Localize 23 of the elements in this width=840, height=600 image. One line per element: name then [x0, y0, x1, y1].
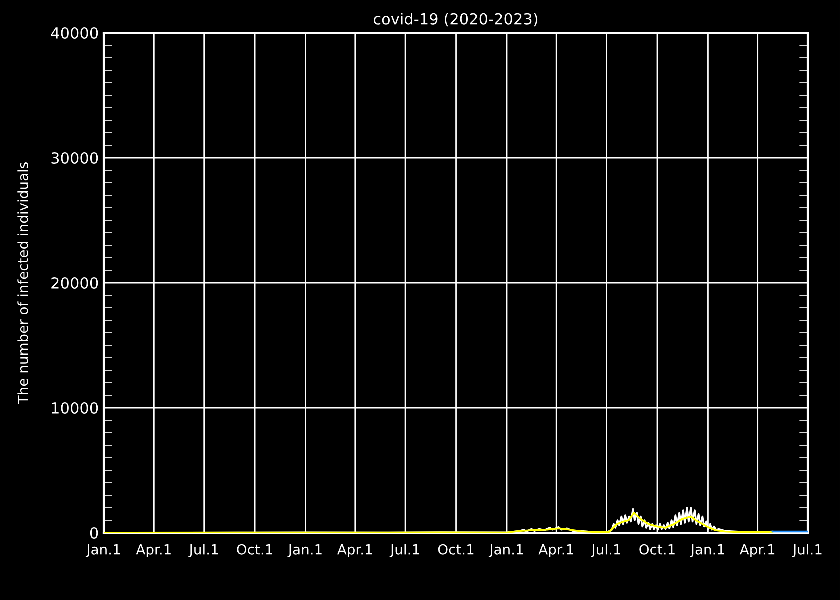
x-tick-label: Jan.1	[690, 544, 724, 558]
y-tick-label: 40000	[51, 27, 98, 40]
x-tick-label: Jul.1	[188, 544, 218, 558]
y-tick-label: 10000	[52, 402, 98, 414]
chart-title: covid-19 (2020-2023)	[374, 13, 538, 27]
x-tick-label: Jan.1	[288, 544, 322, 558]
x-tick-label: Jan.1	[86, 544, 120, 558]
x-tick-label: Jan.1	[488, 544, 524, 558]
x-tick-label: Oct.1	[438, 544, 474, 555]
y-tick-label: 30000	[52, 152, 98, 164]
x-tick-label: Jul.1	[591, 544, 620, 558]
x-tick-label: Oct.1	[237, 544, 272, 555]
x-tick-label: Apr.1	[136, 544, 171, 558]
y-tick-label: 0	[90, 527, 98, 540]
x-tick-label: Apr.1	[740, 544, 775, 558]
x-tick-label: Jul.1	[390, 544, 420, 558]
line-series	[104, 512, 774, 533]
x-tick-label: Apr.1	[337, 544, 372, 558]
x-tick-label: Oct.1	[640, 544, 675, 555]
x-tick-label: Apr.1	[538, 544, 574, 558]
y-tick-label: 20000	[52, 277, 98, 290]
y-axis-title: The number of infected individuals	[18, 162, 28, 404]
x-tick-label: Jul.1	[792, 544, 822, 558]
